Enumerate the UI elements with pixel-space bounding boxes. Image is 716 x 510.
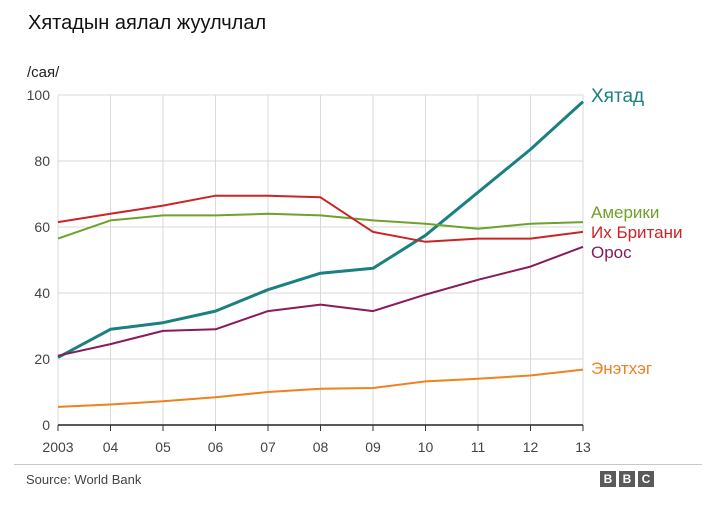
y-tick-label: 80 (34, 153, 50, 169)
series-line (57, 245, 584, 357)
bbc-logo-letter: B (600, 471, 616, 487)
chart-title: Хятадын аялал жуулчлал (28, 12, 267, 34)
y-tick-label: 40 (34, 285, 50, 301)
bbc-logo-letter: C (638, 471, 654, 487)
series-line (57, 368, 584, 408)
x-tick-label: 2003 (42, 439, 73, 455)
x-tick-label: 11 (471, 439, 486, 455)
series-line (57, 194, 584, 243)
footer-divider (14, 464, 702, 465)
series-label: Орос (591, 243, 632, 262)
x-tick-label: 06 (208, 439, 224, 455)
bbc-logo: B B C (600, 471, 654, 487)
y-axis-unit-label: /сая/ (27, 64, 60, 81)
bbc-logo-letter: B (619, 471, 635, 487)
series-line (57, 100, 585, 359)
x-axis-ticks: 2003 04 05 06 07 08 09 10 11 12 13 (42, 425, 591, 455)
y-axis-ticks: 0 20 40 60 80 100 (27, 87, 51, 433)
source-note: Source: World Bank (26, 472, 142, 487)
x-tick-label: 09 (365, 439, 381, 455)
series-line (57, 212, 584, 240)
y-tick-label: 60 (34, 219, 50, 235)
y-tick-label: 20 (34, 351, 50, 367)
x-tick-label: 05 (155, 439, 171, 455)
series-label: Их Британи (591, 223, 682, 242)
y-tick-label: 100 (27, 87, 51, 103)
series-lines (57, 100, 585, 408)
grid (57, 94, 584, 426)
x-tick-label: 10 (418, 439, 434, 455)
series-label: Энэтхэг (591, 359, 652, 378)
series-label: Америки (591, 203, 659, 222)
x-tick-label: 08 (313, 439, 329, 455)
y-tick-label: 0 (42, 417, 50, 433)
x-tick-label: 04 (103, 439, 119, 455)
x-tick-label: 07 (260, 439, 276, 455)
x-tick-label: 13 (575, 439, 591, 455)
series-label: Хятад (591, 86, 644, 107)
x-tick-label: 12 (523, 439, 539, 455)
